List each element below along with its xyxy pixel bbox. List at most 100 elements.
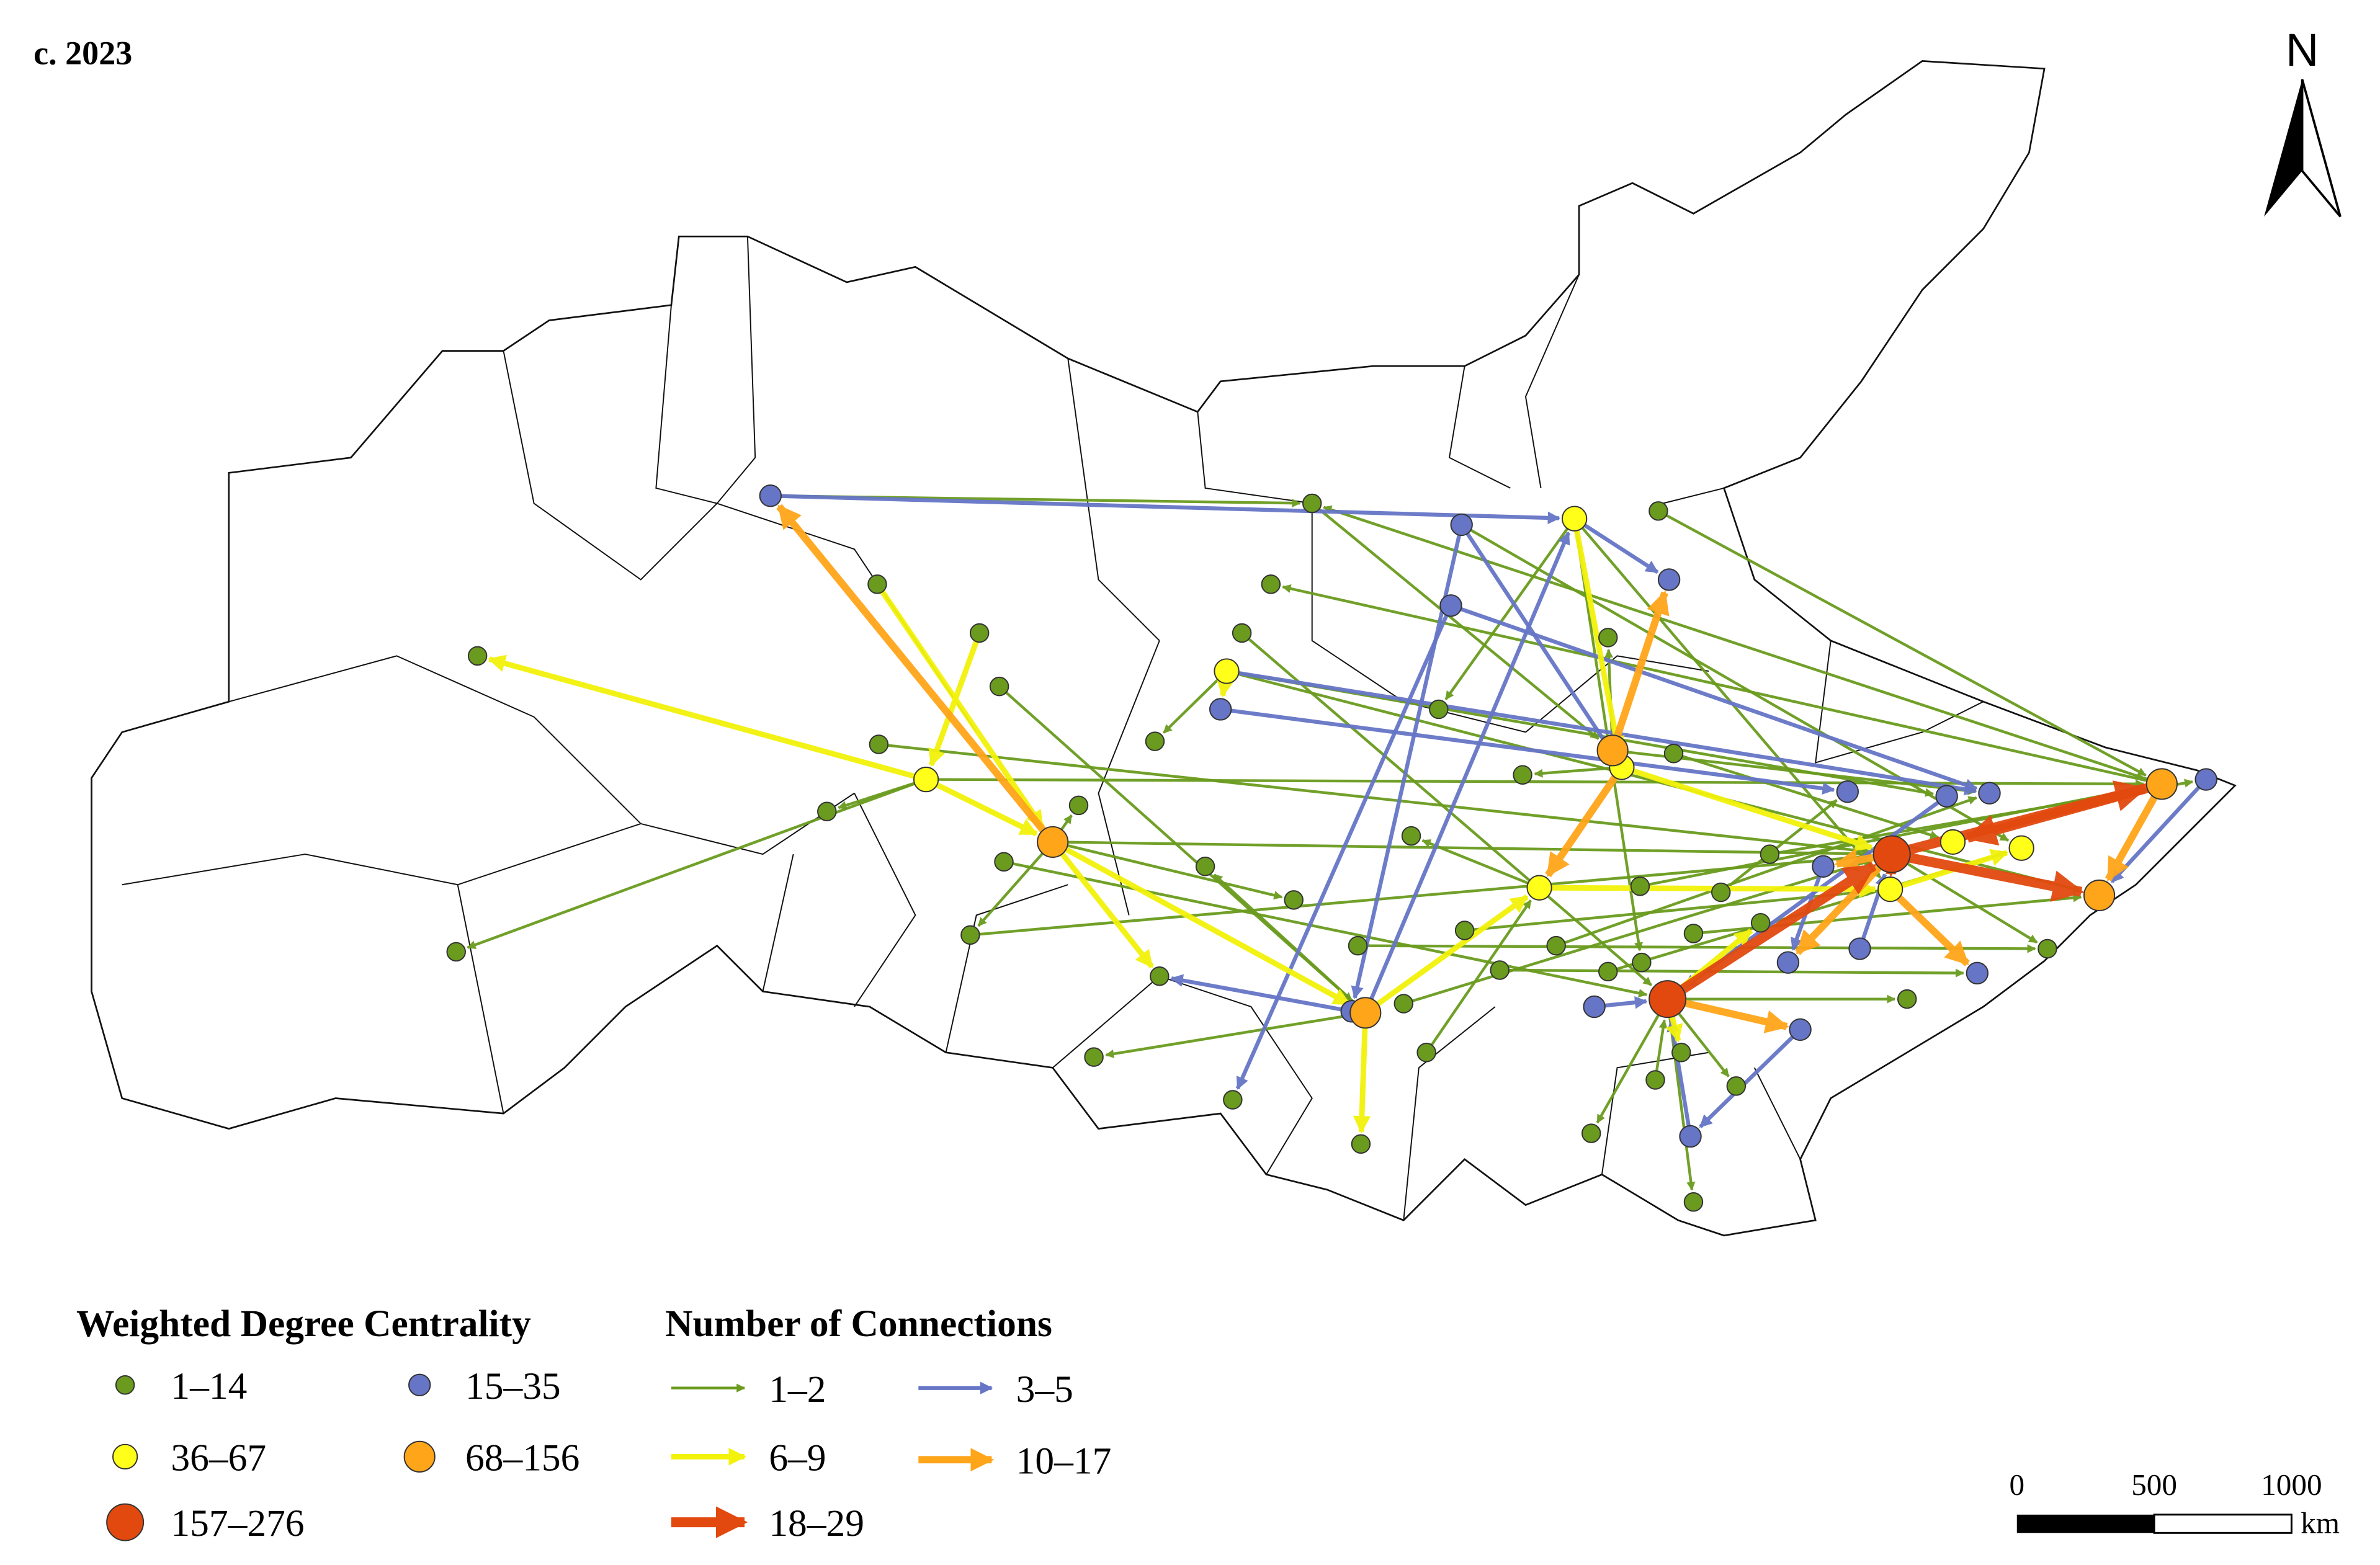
connection-arrow — [2105, 782, 2165, 882]
city-node — [1632, 952, 1652, 973]
city-node — [869, 734, 889, 754]
legend-node-label: 1–14 — [171, 1365, 247, 1407]
city-node — [1726, 1076, 1747, 1096]
connection-arrow — [970, 852, 1872, 937]
connection-arrow — [1666, 995, 1789, 1033]
city-node — [1513, 765, 1532, 785]
city-node — [1195, 857, 1215, 876]
city-node — [1750, 912, 1771, 933]
connection-arrow — [1890, 849, 2085, 902]
connection-arrow — [1609, 590, 1670, 752]
city-node — [1872, 835, 1911, 873]
legend-node-symbol — [403, 1440, 436, 1473]
city-node — [1645, 1070, 1665, 1090]
city-node — [1084, 1047, 1104, 1067]
city-node — [989, 676, 1009, 697]
legend-node-symbol — [106, 1503, 145, 1541]
connection-arrow — [1323, 505, 2163, 786]
city-node — [1150, 966, 1170, 986]
legend-node-symbol — [112, 1443, 138, 1470]
connection-arrow — [1170, 974, 1353, 1014]
connection-arrow — [1364, 894, 1529, 1015]
city-node — [1978, 782, 2001, 805]
city-node — [1429, 699, 1449, 720]
connection-arrow — [1596, 998, 1669, 1124]
connection-arrow — [1572, 518, 1625, 754]
city-node — [1450, 513, 1473, 537]
connection-arrow — [1887, 886, 1971, 966]
city-node — [1848, 937, 1871, 960]
connection-arrow — [1890, 853, 2038, 944]
connection-arrow — [1425, 899, 1532, 1053]
connection-arrow — [924, 777, 1038, 837]
connection-arrow — [1444, 517, 1576, 700]
city-node — [1598, 961, 1618, 982]
city-node — [1679, 1125, 1702, 1148]
connection-arrow — [1653, 1019, 1668, 1081]
city-node — [2145, 768, 2178, 800]
scale-bar-black — [2016, 1514, 2155, 1533]
city-node — [1630, 876, 1650, 896]
city-node — [2008, 835, 2034, 861]
city-node — [1663, 744, 1684, 764]
city-node — [994, 852, 1014, 872]
city-node — [1439, 594, 1462, 617]
connection-arrow — [1461, 524, 2010, 842]
city-node — [1683, 924, 1704, 943]
city-node — [1349, 997, 1382, 1029]
legend-node-label: 68–156 — [465, 1437, 579, 1479]
scale-tick: 500 — [2131, 1468, 2177, 1502]
city-node — [1583, 995, 1606, 1019]
connection-arrow — [1052, 840, 1283, 900]
legend-edge-label: 3–5 — [1016, 1368, 1073, 1411]
city-node — [817, 801, 837, 821]
legend-edge-label: 18–29 — [769, 1502, 864, 1545]
city-node — [2083, 879, 2116, 912]
scale-tick: 1000 — [2261, 1468, 2322, 1502]
city-node — [1789, 1018, 1812, 1041]
city-node — [467, 646, 488, 666]
legend-node-label: 157–276 — [171, 1502, 304, 1545]
city-node — [1649, 980, 1687, 1019]
scale-bar-white — [2153, 1514, 2293, 1534]
city-node — [1649, 501, 1668, 521]
legend-centrality-title: Weighted Degree Centrality — [76, 1303, 531, 1345]
connection-arrow — [1403, 858, 1872, 1005]
city-node — [1037, 826, 1069, 858]
edges — [467, 494, 2208, 1191]
city-node — [1068, 795, 1089, 816]
city-node — [1776, 951, 1800, 974]
legend-edge-label: 6–9 — [769, 1437, 826, 1479]
connection-arrow — [1282, 584, 2162, 786]
connection-arrow — [1358, 944, 2036, 953]
connection-arrow — [977, 840, 1054, 927]
connection-arrow — [1235, 604, 1453, 1090]
city-node — [1232, 623, 1252, 643]
connection-arrow — [1699, 1028, 1802, 1128]
connection-arrow — [1720, 799, 1838, 894]
connection-arrow — [1003, 860, 1648, 998]
city-node — [2194, 768, 2217, 791]
connection-arrow — [1889, 849, 2009, 892]
connection-arrow — [1226, 669, 1977, 796]
scale-bar: 0 500 1000 km — [2009, 1468, 2339, 1540]
city-node — [1836, 780, 1859, 803]
connection-arrow — [1105, 1011, 1366, 1058]
legend: Weighted Degree Centrality Number of Con… — [76, 1303, 1111, 1545]
city-node — [1966, 961, 1989, 985]
connection-arrow — [1051, 839, 1351, 1007]
connection-arrow — [1673, 752, 1939, 839]
legend-connections-title: Number of Connections — [665, 1303, 1052, 1345]
connection-arrow — [1450, 604, 1978, 791]
connection-arrow — [1220, 707, 1835, 795]
city-node — [960, 925, 980, 945]
connection-arrow — [1964, 779, 2163, 846]
city-node — [1490, 960, 1510, 980]
city-node — [1394, 994, 1413, 1014]
connection-arrow — [1363, 531, 1571, 1014]
city-node — [1261, 574, 1281, 594]
city-node — [1671, 1043, 1691, 1063]
connection-arrow — [875, 582, 1045, 829]
